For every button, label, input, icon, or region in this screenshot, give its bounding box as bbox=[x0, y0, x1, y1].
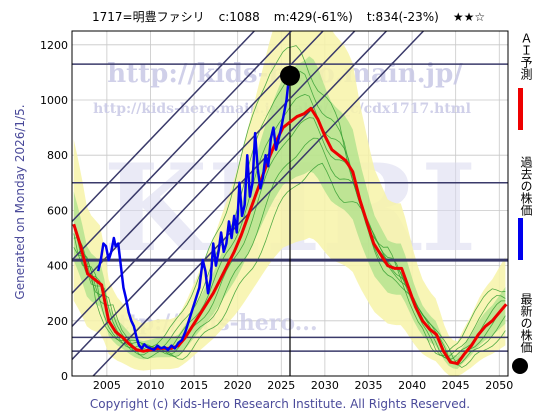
header-target: t:834(-23%) bbox=[366, 10, 439, 24]
channel-line bbox=[92, 31, 425, 376]
x-tick-label: 2025 bbox=[267, 379, 295, 392]
y-tick-label: 600 bbox=[47, 204, 68, 217]
channel-line bbox=[72, 31, 388, 360]
axes: 2005 2010 2015 2020 2025 2030 2035 2040 2045 2050… bbox=[40, 39, 513, 392]
trend-channel-lines bbox=[72, 31, 425, 376]
latest-price-marker bbox=[280, 65, 300, 86]
legend-label-latest: 最新の株価 bbox=[519, 293, 533, 353]
legend-swatch-latest bbox=[512, 358, 528, 374]
x-tick-label: 2040 bbox=[398, 379, 426, 392]
legend-swatch-ai bbox=[518, 88, 523, 130]
horizontal-levels bbox=[72, 31, 508, 376]
channel-line bbox=[72, 31, 356, 327]
copyright: Copyright (c) Kids-Hero Research Institu… bbox=[89, 397, 471, 411]
past-price-line bbox=[96, 75, 291, 352]
x-tick-label: 2010 bbox=[136, 379, 164, 392]
header-code-name: 1717=明豊ファシリ bbox=[92, 10, 205, 24]
forecast-band-inner bbox=[73, 56, 506, 370]
channel-line bbox=[72, 31, 293, 261]
legend-swatch-past bbox=[518, 218, 523, 260]
x-tick-label: 2005 bbox=[93, 379, 121, 392]
plot-frame bbox=[71, 30, 509, 377]
header-rating: ★★☆ bbox=[452, 10, 486, 24]
channel-line bbox=[72, 31, 256, 222]
y-tick-label: 1000 bbox=[40, 94, 68, 107]
x-tick-label: 2050 bbox=[485, 379, 513, 392]
ai-forecast-line bbox=[72, 106, 508, 366]
series-group bbox=[72, 65, 508, 366]
x-tick-label: 2030 bbox=[311, 379, 339, 392]
channel-line bbox=[72, 31, 325, 294]
x-tick-label: 2045 bbox=[442, 379, 470, 392]
y-tick-label: 800 bbox=[47, 149, 68, 162]
header-min-forecast: m:429(-61%) bbox=[273, 10, 353, 24]
y-tick-label: 200 bbox=[47, 315, 68, 328]
x-tick-label: 2015 bbox=[180, 379, 208, 392]
x-tick-label: 2035 bbox=[354, 379, 382, 392]
x-tick-label: 2020 bbox=[224, 379, 252, 392]
chart-header: 1717=明豊ファシリ c:1088 m:429(-61%) t:834(-23%) ★… bbox=[92, 8, 499, 25]
legend-label-past: 過去の株価 bbox=[519, 156, 533, 216]
y-tick-label: 0 bbox=[61, 370, 68, 383]
legend-label-ai: ＡＩ予測 bbox=[519, 32, 533, 80]
y-tick-label: 1200 bbox=[40, 39, 68, 52]
y-tick-label: 400 bbox=[47, 260, 68, 273]
header-current-price: c:1088 bbox=[218, 10, 260, 24]
